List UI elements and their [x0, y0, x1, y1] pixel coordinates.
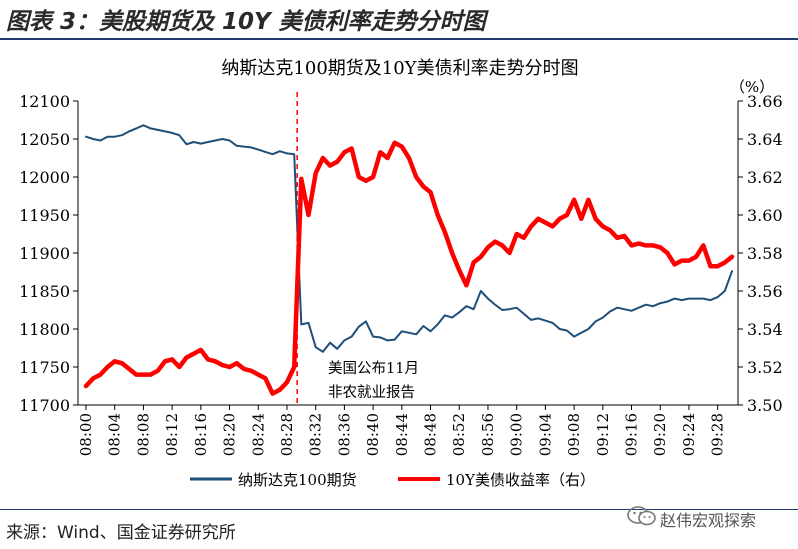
x-tick-label: 08:24 — [249, 413, 267, 456]
y-right-tick-label: 3.66 — [747, 92, 783, 111]
source-note: 来源：Wind、国金证券研究所 — [6, 523, 236, 543]
x-tick-label: 09:00 — [508, 413, 526, 456]
x-tick-label: 08:08 — [134, 413, 152, 456]
x-tick-label: 08:04 — [106, 413, 124, 456]
y-right-tick-label: 3.54 — [747, 320, 783, 339]
axes: 11700 11750 11800 11850 11900 11950 12000 12050… — [19, 92, 783, 456]
y-left-tick-label: 11750 — [19, 358, 70, 377]
figure-title: 图表 3：美股期货及 10Y 美债利率走势分时图 — [6, 9, 486, 35]
legend: 纳斯达克100期货 10Y美债收益率（右） — [190, 471, 595, 489]
y-left-tick-label: 12000 — [19, 168, 70, 187]
x-tick-label: 08:36 — [335, 413, 353, 456]
y-left-tick-label: 11850 — [19, 282, 70, 301]
x-tick-label: 08:16 — [192, 413, 210, 456]
y-right-tick-label: 3.52 — [747, 358, 783, 377]
x-tick-label: 08:56 — [479, 413, 497, 456]
x-tick-label: 09:12 — [594, 413, 612, 456]
x-tick-label: 08:00 — [77, 413, 95, 456]
right-axis-unit: （%） — [730, 78, 774, 96]
x-tick-label: 09:20 — [651, 413, 669, 456]
y-right-tick-label: 3.62 — [747, 168, 783, 187]
y-right-tick-label: 3.56 — [747, 282, 783, 301]
y-right-tick-label: 3.64 — [747, 130, 783, 149]
series-layer — [83, 124, 735, 396]
x-tick-label: 09:08 — [565, 413, 583, 456]
y-right-tick-label: 3.58 — [747, 244, 783, 263]
y-right-tick-label: 3.50 — [747, 396, 783, 415]
y-left-tick-label: 12100 — [19, 92, 70, 111]
title-rule — [0, 38, 798, 40]
x-tick-label: 08:12 — [163, 413, 181, 456]
series-line-yield — [83, 140, 735, 396]
event-label-line2: 非农就业报告 — [328, 384, 415, 401]
y-left-tick-label: 11700 — [19, 396, 70, 415]
x-tick-label: 08:40 — [364, 413, 382, 456]
wechat-icon — [627, 506, 656, 526]
chart-title: 纳斯达克100期货及10Y美债利率走势分时图 — [221, 58, 578, 79]
series-line-nasdaq — [85, 124, 733, 353]
y-left-tick-label: 11900 — [19, 244, 70, 263]
chart: 纳斯达克100期货及10Y美债利率走势分时图 （%） 11700 11750 118… — [19, 58, 783, 489]
x-tick-label: 08:52 — [450, 413, 468, 456]
x-tick-label: 09:16 — [623, 413, 641, 456]
y-right-tick-label: 3.60 — [747, 206, 783, 225]
legend-label-yield: 10Y美债收益率（右） — [446, 471, 595, 489]
x-tick-label: 09:28 — [709, 413, 727, 456]
x-tick-label: 08:48 — [422, 413, 440, 456]
x-tick-label: 08:32 — [307, 413, 325, 456]
watermark: 赵伟宏观探索 — [626, 505, 794, 530]
y-left-tick-label: 11950 — [19, 206, 70, 225]
y-left-tick-label: 12050 — [19, 130, 70, 149]
source-rule — [0, 509, 798, 510]
x-tick-label: 08:20 — [221, 413, 239, 456]
x-tick-label: 09:24 — [680, 413, 698, 456]
x-tick-label: 09:04 — [536, 413, 554, 456]
y-left-tick-label: 11800 — [19, 320, 70, 339]
watermark-text: 赵伟宏观探索 — [660, 511, 757, 530]
legend-label-nasdaq: 纳斯达克100期货 — [238, 471, 357, 489]
x-tick-label: 08:28 — [278, 413, 296, 456]
event-label-line1: 美国公布11月 — [328, 360, 419, 377]
x-tick-label: 08:44 — [393, 413, 411, 456]
